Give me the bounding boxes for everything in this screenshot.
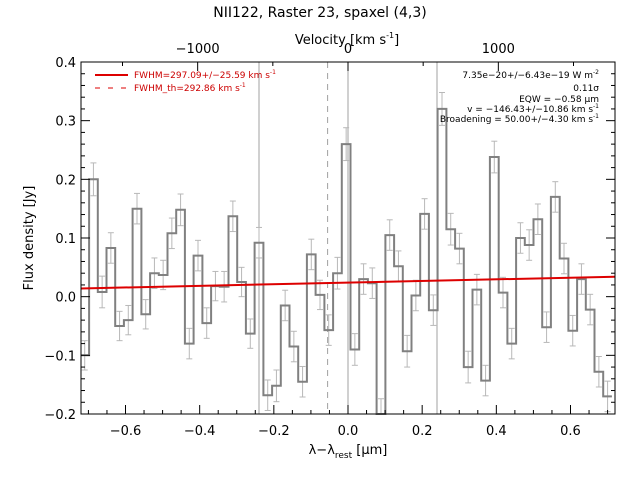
x-axis-label-unit: [μm] xyxy=(352,443,387,458)
legend-entry-1: FWHM=297.09+/−25.59 km s-1 xyxy=(134,69,276,81)
annotation-sigma: 0.11σ xyxy=(573,84,599,94)
annotation-eqw: EQW = −0.58 μm xyxy=(519,95,599,105)
x-axis-label-sub: rest xyxy=(335,451,353,461)
y-tick-label: −0.1 xyxy=(44,349,76,364)
top-axis-label: Velocity [km s-1] xyxy=(295,31,399,48)
annotation-flux: 7.35e−20+/−6.43e−19 W m-2 xyxy=(462,69,599,81)
legend-entry-2-text: FWHM_th=292.86 km s xyxy=(134,84,240,94)
legend-entry-1-sup: -1 xyxy=(270,69,276,76)
top-axis-label-end: ] xyxy=(394,33,399,48)
y-tick-label: −0.2 xyxy=(44,408,76,423)
annotation-broadening-text: Broadening = 50.00+/−4.30 km s xyxy=(440,115,593,125)
fit-series xyxy=(80,275,616,290)
y-tick-label: 0.3 xyxy=(55,115,76,130)
legend: FWHM=297.09+/−25.59 km s-1 FWHM_th=292.8… xyxy=(95,69,276,94)
annotation-velocity-sup: -1 xyxy=(593,103,599,110)
annotation-flux-text: 7.35e−20+/−6.43e−19 W m xyxy=(462,71,593,81)
annotation-velocity: v = −146.43+/−10.86 km s-1 xyxy=(467,103,599,115)
fit-annotations: 7.35e−20+/−6.43e−19 W m-2 0.11σ EQW = −0… xyxy=(440,69,599,125)
error-bars xyxy=(81,92,611,415)
chart-title: NII122, Raster 23, spaxel (4,3) xyxy=(213,5,426,21)
top-axis-label-sup: -1 xyxy=(386,31,394,40)
x-axis-label-main: λ−λ xyxy=(309,443,336,458)
x-tick-label: −0.6 xyxy=(110,424,142,439)
x-tick-label: −0.4 xyxy=(184,424,216,439)
x-axis-label: λ−λrest [μm] xyxy=(309,443,388,461)
annotation-broadening: Broadening = 50.00+/−4.30 km s-1 xyxy=(440,113,599,125)
x-tick-label: 0.2 xyxy=(412,424,433,439)
top-tick-label: 1000 xyxy=(482,42,515,57)
top-axis-label-main: Velocity [km s xyxy=(295,33,387,48)
y-tick-label: 0.4 xyxy=(55,56,76,71)
legend-entry-2: FWHM_th=292.86 km s-1 xyxy=(134,82,246,94)
x-tick-label: 0.4 xyxy=(486,424,507,439)
annotation-broadening-sup: -1 xyxy=(593,113,599,120)
axis-ticks: −0.6 −0.4 −0.2 0.0 0.2 0.4 0.6 −0.2 −0.1 0.0 0.1 0.… xyxy=(44,42,615,439)
x-tick-label: −0.2 xyxy=(258,424,290,439)
x-tick-label: 0.6 xyxy=(560,424,581,439)
legend-entry-2-sup: -1 xyxy=(240,82,246,89)
y-tick-label: 0.2 xyxy=(55,173,76,188)
top-tick-label: −1000 xyxy=(176,42,220,57)
annotation-flux-sup: -2 xyxy=(593,69,599,76)
reference-lines xyxy=(258,62,438,414)
annotation-velocity-text: v = −146.43+/−10.86 km s xyxy=(467,105,593,115)
y-tick-label: 0.1 xyxy=(55,232,76,247)
spectrum-series xyxy=(81,107,612,415)
top-tick-label: 0 xyxy=(344,42,352,57)
legend-entry-1-text: FWHM=297.09+/−25.59 km s xyxy=(134,71,270,81)
x-tick-label: 0.0 xyxy=(338,424,359,439)
y-tick-label: 0.0 xyxy=(55,291,76,306)
y-axis-label: Flux density [Jy] xyxy=(22,186,37,291)
